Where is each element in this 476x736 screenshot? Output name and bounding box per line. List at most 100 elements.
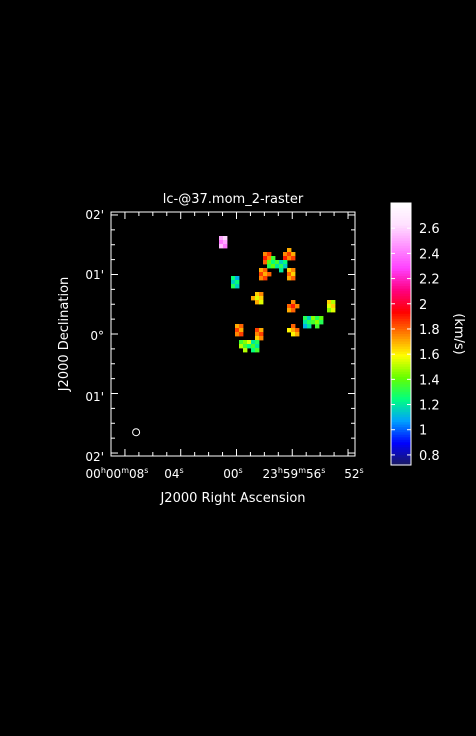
map-pixel: [263, 272, 268, 277]
colorbar-swatch: [391, 376, 411, 380]
colorbar-swatch: [391, 250, 411, 254]
colorbar-swatch: [391, 336, 411, 340]
map-pixel: [319, 316, 324, 321]
map-pixel: [295, 304, 300, 309]
map-pixel: [267, 272, 272, 277]
colorbar-swatch: [391, 245, 411, 249]
colorbar-swatch: [391, 346, 411, 350]
colorbar-swatch: [391, 452, 411, 456]
map-pixel: [283, 260, 288, 265]
map-pixel: [327, 304, 332, 309]
map-pixel: [231, 276, 236, 281]
map-pixel: [303, 316, 308, 321]
colorbar-swatch: [391, 399, 411, 403]
colorbar-swatch: [391, 283, 411, 287]
colorbar-swatch: [391, 422, 411, 426]
map-pixel: [287, 304, 292, 309]
colorbar-swatch: [391, 273, 411, 277]
map-pixel: [239, 328, 244, 333]
map-pixel: [283, 256, 288, 261]
map-pixel: [255, 340, 260, 345]
map-pixel: [251, 344, 256, 349]
colorbar-tick-label: 1.2: [419, 399, 440, 414]
colorbar-swatch: [391, 462, 411, 466]
map-pixel: [235, 328, 240, 333]
map-pixel: [239, 324, 244, 329]
colorbar-swatch: [391, 215, 411, 219]
colorbar-swatch: [391, 205, 411, 209]
map-pixel: [263, 276, 268, 281]
chart-title: lc-@37.mom_2-raster: [163, 192, 304, 207]
map-pixel: [291, 300, 296, 305]
colorbar-swatch: [391, 316, 411, 320]
map-pixel: [255, 296, 260, 301]
map-pixel: [295, 332, 300, 337]
map-pixel: [235, 324, 240, 329]
map-pixel: [295, 328, 300, 333]
colorbar-swatch: [391, 437, 411, 441]
colorbar-swatch: [391, 210, 411, 214]
map-pixel: [267, 256, 272, 261]
x-tick-label: 52s: [344, 466, 363, 481]
map-pixel: [263, 256, 268, 261]
map-pixel: [319, 320, 324, 325]
map-pixel: [243, 348, 248, 353]
colorbar-swatch: [391, 366, 411, 370]
y-tick-label: 02': [85, 450, 104, 464]
moment-map-image: [219, 236, 336, 353]
map-pixel: [259, 336, 264, 341]
x-tick-label: 00h00m08s: [86, 466, 149, 481]
colorbar-swatch: [391, 326, 411, 330]
colorbar-swatch: [391, 253, 411, 257]
map-pixel: [263, 260, 268, 265]
colorbar-frame: [390, 202, 412, 466]
colorbar-swatch: [391, 311, 411, 315]
map-pixel: [259, 328, 264, 333]
map-pixel: [291, 272, 296, 277]
map-pixel: [303, 324, 308, 329]
map-pixel: [235, 280, 240, 285]
map-pixel: [239, 332, 244, 337]
colorbar-swatch: [391, 225, 411, 229]
colorbar-swatch: [391, 424, 411, 428]
map-pixel: [259, 276, 264, 281]
map-pixel: [259, 300, 264, 305]
map-pixel: [259, 332, 264, 337]
map-pixel: [331, 308, 336, 313]
colorbar-swatch: [391, 208, 411, 212]
colorbar-swatch: [391, 447, 411, 451]
map-pixel: [307, 324, 312, 329]
colorbar-swatch: [391, 238, 411, 242]
colorbar-swatch: [391, 341, 411, 345]
y-tick-label: 0°: [90, 329, 104, 343]
colorbar-tick-label: 0.8: [419, 449, 440, 464]
colorbar-swatch: [391, 434, 411, 438]
colorbar-swatch: [391, 354, 411, 358]
axis-ticks: [111, 212, 355, 456]
map-pixel: [239, 344, 244, 349]
map-pixel: [279, 260, 284, 265]
map-pixel: [271, 264, 276, 269]
map-pixel: [287, 256, 292, 261]
colorbar-swatch: [391, 396, 411, 401]
colorbar-swatch: [391, 429, 411, 433]
colorbar-swatch: [391, 286, 411, 290]
colorbar-swatch: [391, 361, 411, 365]
y-tick-label: 01': [85, 390, 104, 404]
map-pixel: [259, 268, 264, 273]
map-pixel: [291, 256, 296, 261]
map-pixel: [255, 344, 260, 349]
map-pixel: [223, 244, 228, 249]
colorbar-swatch: [391, 407, 411, 411]
map-pixel: [235, 332, 240, 337]
map-pixel: [267, 252, 272, 257]
colorbar-swatch: [391, 459, 411, 464]
map-pixel: [315, 316, 320, 321]
colorbar-swatch: [391, 298, 411, 302]
x-tick-label: 00s: [223, 466, 242, 481]
colorbar-swatch: [391, 369, 411, 373]
colorbar-swatch: [391, 427, 411, 431]
map-pixel: [251, 296, 256, 301]
map-pixel: [291, 308, 296, 313]
